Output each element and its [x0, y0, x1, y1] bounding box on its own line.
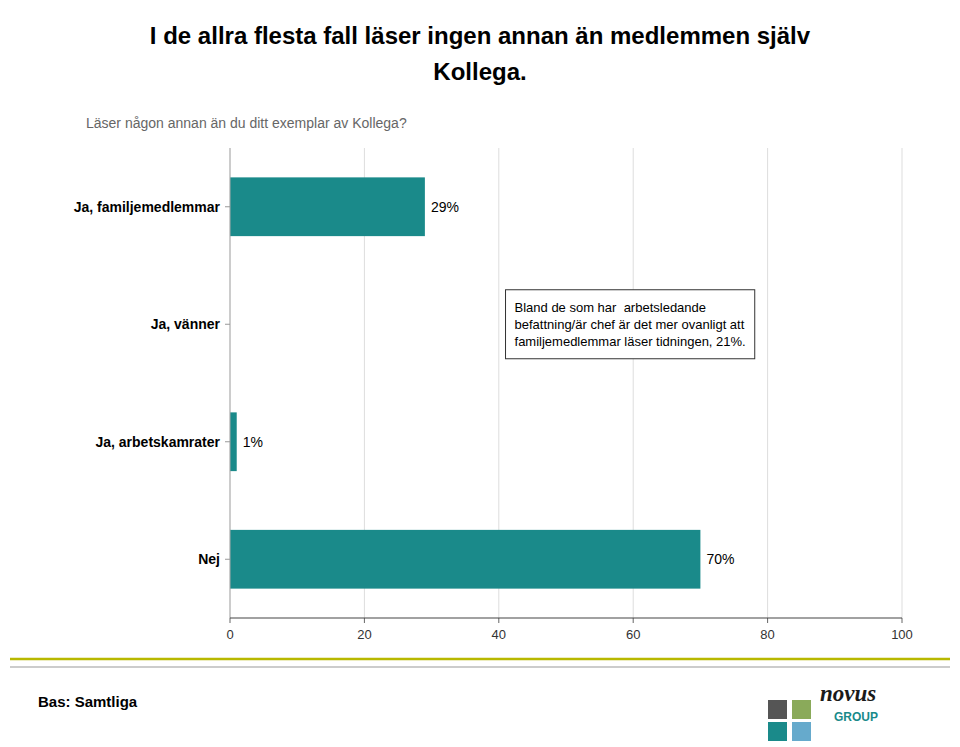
- x-tick-label: 60: [626, 627, 640, 642]
- category-label: Ja, familjemedlemmar: [74, 199, 221, 215]
- x-tick-label: 100: [891, 627, 913, 642]
- logo-square: [768, 700, 787, 719]
- bar: [230, 412, 237, 471]
- annotation-text: Bland de som har arbetsledande: [515, 300, 707, 315]
- logo: novus GROUP: [768, 681, 878, 742]
- x-tick: [633, 618, 634, 623]
- footnote: Bas: Samtliga: [38, 693, 138, 710]
- y-tick: [225, 441, 230, 442]
- separator: [10, 666, 950, 667]
- data-label: 29%: [431, 199, 459, 215]
- data-label: 1%: [243, 434, 263, 450]
- annotation-box: [506, 290, 755, 359]
- y-axis: [230, 148, 231, 618]
- subtitle: Läser någon annan än du ditt exemplar av…: [86, 115, 407, 131]
- logo-square: [792, 700, 811, 719]
- logo-square: [792, 722, 811, 741]
- logo-text: novus: [820, 681, 876, 706]
- logo-text: GROUP: [834, 710, 878, 724]
- chart: I de allra flesta fall läser ingen annan…: [0, 0, 960, 747]
- category-label: Nej: [198, 551, 220, 567]
- x-tick: [498, 618, 499, 623]
- category-label: Ja, vänner: [151, 316, 221, 332]
- annotation-text: befattning/är chef är det mer ovanligt a…: [515, 317, 745, 332]
- title: I de allra flesta fall läser ingen annan…: [150, 22, 811, 49]
- y-tick: [225, 324, 230, 325]
- x-tick: [767, 618, 768, 623]
- title: Kollega.: [433, 58, 526, 85]
- bar: [230, 530, 700, 589]
- x-tick: [902, 618, 903, 623]
- x-tick: [230, 618, 231, 623]
- bars: [230, 177, 700, 588]
- x-tick: [364, 618, 365, 623]
- grid-line: [767, 148, 768, 618]
- x-tick-label: 0: [226, 627, 233, 642]
- data-label: 70%: [706, 551, 734, 567]
- grid-line: [902, 148, 903, 618]
- annotation: Bland de som har arbetsledande befattning…: [506, 290, 755, 359]
- x-tick-label: 40: [492, 627, 506, 642]
- x-axis: [230, 617, 902, 618]
- x-tick-label: 20: [357, 627, 371, 642]
- annotation-text: familjemedlemmar läser tidningen, 21%.: [515, 334, 746, 349]
- background: [0, 0, 960, 747]
- y-tick: [225, 206, 230, 207]
- logo-square: [768, 722, 787, 741]
- bar: [230, 177, 425, 236]
- grid-line: [230, 148, 231, 618]
- category-label: Ja, arbetskamrater: [95, 434, 220, 450]
- grid: [230, 148, 902, 618]
- y-tick: [225, 559, 230, 560]
- separator: [10, 658, 950, 661]
- x-tick-label: 80: [760, 627, 774, 642]
